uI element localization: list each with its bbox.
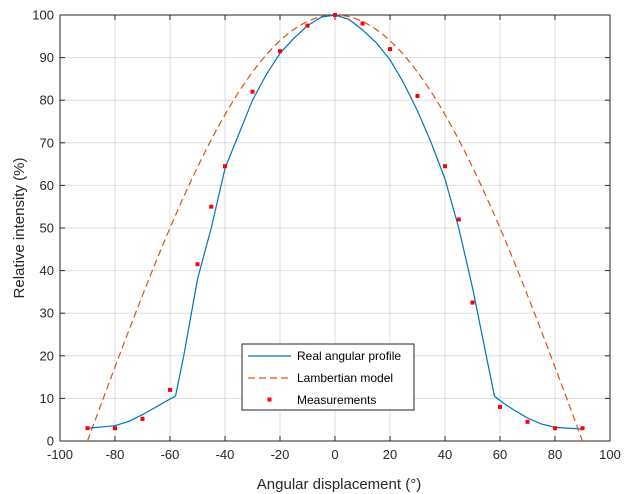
- y-tick-label: 100: [32, 8, 54, 23]
- measurement-point: [250, 89, 255, 94]
- y-tick-label: 70: [40, 135, 54, 150]
- y-tick-label: 30: [40, 306, 54, 321]
- y-axis-label: Relative intensity (%): [11, 158, 28, 299]
- measurement-point: [553, 426, 557, 431]
- x-tick-label: -20: [271, 447, 290, 462]
- x-tick-label: -100: [47, 447, 73, 462]
- measurement-point: [456, 217, 461, 222]
- measurement-point: [223, 164, 227, 169]
- y-tick-label: 20: [40, 348, 54, 363]
- measurement-point: [140, 416, 145, 421]
- measurement-point: [333, 13, 337, 17]
- y-tick-label: 90: [40, 50, 54, 65]
- measurement-point: [470, 300, 475, 305]
- x-tick-label: -40: [216, 447, 235, 462]
- measurement-point: [498, 404, 502, 409]
- y-tick-label: 60: [40, 178, 54, 193]
- measurement-point: [85, 426, 90, 431]
- measurement-point: [278, 49, 282, 54]
- measurement-point: [388, 47, 392, 52]
- legend-box: [241, 343, 415, 411]
- measurement-point: [415, 93, 420, 98]
- x-tick-label: 40: [438, 447, 452, 462]
- measurement-point: [195, 262, 200, 267]
- x-tick-label: -60: [161, 447, 180, 462]
- measurement-point: [525, 419, 530, 424]
- x-tick-label: 60: [493, 447, 507, 462]
- measurement-point: [168, 387, 172, 392]
- x-tick-label: -80: [106, 447, 125, 462]
- y-tick-label: 40: [40, 263, 54, 278]
- measurement-point: [360, 21, 365, 26]
- x-tick-label: 100: [599, 447, 621, 462]
- y-tick-label: 80: [40, 93, 54, 108]
- legend: Real angular profile Lambertian model Me…: [241, 343, 415, 411]
- measurement-point: [305, 23, 310, 28]
- x-axis-label: Angular displacement (°): [257, 476, 421, 493]
- legend-label-lambertian: Lambertian model: [297, 371, 393, 385]
- x-tick-label: 0: [331, 447, 338, 462]
- y-tick-label: 10: [40, 391, 54, 406]
- y-tick-label: 0: [47, 434, 54, 449]
- legend-label-measurements: Measurements: [297, 393, 376, 407]
- legend-label-real-profile: Real angular profile: [297, 349, 401, 363]
- measurement-point: [443, 164, 447, 169]
- measurement-point: [113, 426, 117, 431]
- x-tick-label: 20: [383, 447, 397, 462]
- x-tick-label: 80: [548, 447, 562, 462]
- legend-swatch-measurements: [267, 397, 272, 402]
- measurement-point: [580, 426, 585, 431]
- y-tick-label: 50: [40, 221, 54, 236]
- measurement-point: [209, 204, 214, 209]
